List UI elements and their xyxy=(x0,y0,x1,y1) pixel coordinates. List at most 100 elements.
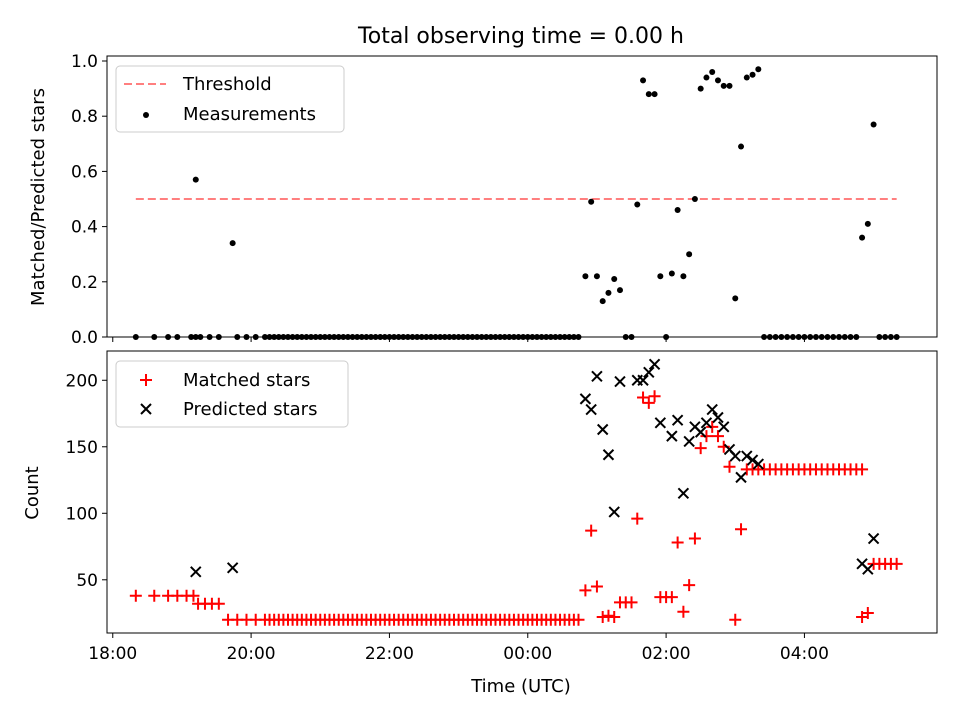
measurement-point xyxy=(616,287,623,294)
bottom-panel: 18:00 20:00 22:00 00:00 02:00 04:00 50 100 150 20… xyxy=(66,350,938,664)
measurement-point xyxy=(354,334,361,340)
measurement-point xyxy=(423,334,430,340)
matched-star-point xyxy=(608,611,621,624)
measurement-point xyxy=(483,334,490,340)
measurement-point xyxy=(841,334,848,340)
measurement-point xyxy=(215,334,222,340)
predicted-star-point xyxy=(596,423,609,436)
matched-star-point xyxy=(706,420,719,433)
predicted-star-point xyxy=(579,393,592,405)
top-y-tick-label: 0.8 xyxy=(71,107,98,127)
bottom-legend: Matched stars Predicted stars xyxy=(115,360,349,428)
measurement-point xyxy=(864,220,871,227)
top-legend-frame xyxy=(115,65,345,133)
measurement-point xyxy=(455,334,462,340)
predicted-star-point xyxy=(683,435,695,448)
measurement-point xyxy=(605,289,612,296)
predicted-star-point xyxy=(671,414,684,426)
matched-star-point xyxy=(711,430,724,443)
matched-star-point xyxy=(694,442,707,455)
predicted-star-point xyxy=(706,403,718,416)
top-legend: Threshold Measurements xyxy=(115,65,345,133)
matched-star-point xyxy=(688,532,701,545)
matched-star-point xyxy=(212,597,225,610)
measurement-point xyxy=(882,334,889,340)
predicted-star-point xyxy=(654,417,667,429)
measurement-point xyxy=(437,334,444,340)
measurement-point xyxy=(192,176,199,183)
measurement-point xyxy=(830,334,837,340)
predicted-star-point xyxy=(694,426,707,438)
measurement-point xyxy=(358,334,365,340)
measurement-point xyxy=(561,334,568,340)
matched-star-point xyxy=(572,613,585,626)
matched-star-point xyxy=(590,580,603,593)
matched-star-point xyxy=(671,536,684,549)
measurement-point xyxy=(501,334,508,340)
measurement-point xyxy=(801,334,808,340)
measurement-point xyxy=(709,69,716,76)
predicted-star-point xyxy=(862,563,874,575)
predicted-star-point xyxy=(608,506,620,518)
matched-star-point xyxy=(856,463,869,476)
measurement-point xyxy=(588,198,595,205)
measurement-point xyxy=(487,334,494,340)
matched-star-point xyxy=(642,396,655,409)
measurement-point xyxy=(668,270,675,277)
measurement-point xyxy=(289,334,296,340)
top-y-tick-label: 0.6 xyxy=(71,162,98,182)
measurement-point xyxy=(418,334,425,340)
measurement-point xyxy=(280,334,287,340)
measurement-point xyxy=(441,334,448,340)
legend-measurements-swatch xyxy=(143,112,149,118)
measurement-point xyxy=(266,334,273,340)
measurement-point xyxy=(450,334,457,340)
predicted-star-point xyxy=(602,449,615,461)
measurement-point xyxy=(593,273,600,280)
measurement-point xyxy=(538,334,545,340)
measurement-point xyxy=(738,143,745,150)
legend-predicted-label: Predicted stars xyxy=(183,399,317,420)
measurement-point xyxy=(622,334,629,340)
predicted-star-point xyxy=(867,532,880,545)
matched-star-point xyxy=(631,512,644,525)
measurement-point xyxy=(520,334,527,340)
matched-star-point xyxy=(579,584,592,597)
measurement-point xyxy=(743,74,750,81)
measurement-point xyxy=(284,334,291,340)
measurement-point xyxy=(714,77,721,84)
measurement-point xyxy=(836,334,843,340)
predicted-star-point xyxy=(677,487,690,500)
predicted-star-point xyxy=(712,411,724,424)
measurement-point xyxy=(243,334,250,340)
matched-star-point xyxy=(637,391,650,404)
x-tick-label: 20:00 xyxy=(227,644,276,664)
measurement-point xyxy=(749,71,756,78)
bottom-legend-frame xyxy=(115,360,349,428)
top-y-tick-label: 0.0 xyxy=(71,328,98,348)
measurement-point xyxy=(460,334,467,340)
measurement-point xyxy=(755,66,762,73)
measurement-point xyxy=(784,334,791,340)
measurement-point xyxy=(510,334,517,340)
measurement-point xyxy=(515,334,522,340)
measurement-point xyxy=(312,334,319,340)
measurement-point xyxy=(645,91,652,98)
measurement-point xyxy=(275,334,282,340)
matched-star-point xyxy=(585,524,598,537)
matched-star-point xyxy=(723,460,736,473)
x-tick-label: 18:00 xyxy=(88,644,137,664)
measurement-point xyxy=(432,334,439,340)
measurement-point xyxy=(165,334,172,340)
measurement-point xyxy=(386,334,393,340)
measurement-point xyxy=(680,273,687,280)
predicted-star-point xyxy=(735,471,747,484)
predicted-star-point xyxy=(226,562,239,574)
measurement-point xyxy=(529,334,536,340)
measurement-point xyxy=(533,334,540,340)
measurement-point xyxy=(478,334,485,340)
bottom-y-tick-label: 150 xyxy=(66,438,98,458)
measurement-point xyxy=(570,334,577,340)
predicted-star-point xyxy=(718,421,730,433)
matched-star-point xyxy=(890,557,903,570)
